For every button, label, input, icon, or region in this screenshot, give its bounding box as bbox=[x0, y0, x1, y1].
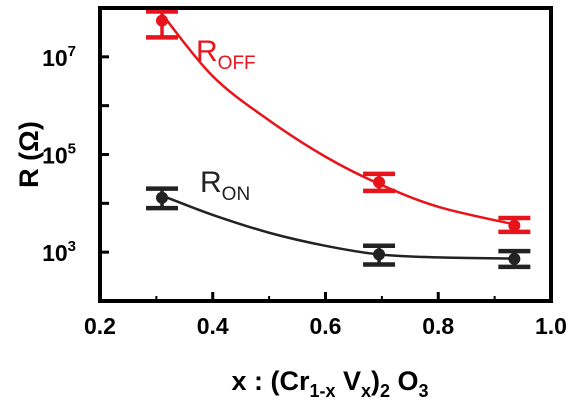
x-tick-label: 0.2 bbox=[84, 313, 116, 339]
y-tick-label: 103 bbox=[42, 238, 76, 266]
tick-layer bbox=[98, 6, 553, 303]
y-tick-label: 107 bbox=[42, 43, 76, 71]
label-layer: 0.2 0.4 0.6 0.8 1.0 107 105 103 R (Ω) x : (Cr1-x … bbox=[14, 35, 567, 401]
data-point bbox=[156, 191, 169, 204]
data-point bbox=[508, 219, 521, 232]
fit-line-r-on bbox=[167, 196, 515, 260]
data-point bbox=[373, 176, 386, 189]
fit-line-r-off bbox=[161, 13, 515, 226]
x-tick-label: 0.8 bbox=[422, 313, 454, 339]
y-axis-title: R (Ω) bbox=[14, 121, 44, 188]
data-point bbox=[373, 248, 386, 261]
data-point bbox=[156, 14, 169, 27]
x-axis-title: x : (Cr1-x Vx)2 O3 bbox=[231, 366, 428, 401]
x-tick-label: 0.4 bbox=[197, 313, 229, 339]
x-tick-label: 1.0 bbox=[535, 313, 567, 339]
plot-layer bbox=[146, 9, 531, 270]
data-point bbox=[508, 252, 521, 265]
x-tick-label: 0.6 bbox=[310, 313, 342, 339]
series-label-r-on: RON bbox=[200, 166, 250, 205]
y-tick-label: 105 bbox=[42, 141, 76, 169]
series-label-r-off: ROFF bbox=[196, 35, 256, 74]
